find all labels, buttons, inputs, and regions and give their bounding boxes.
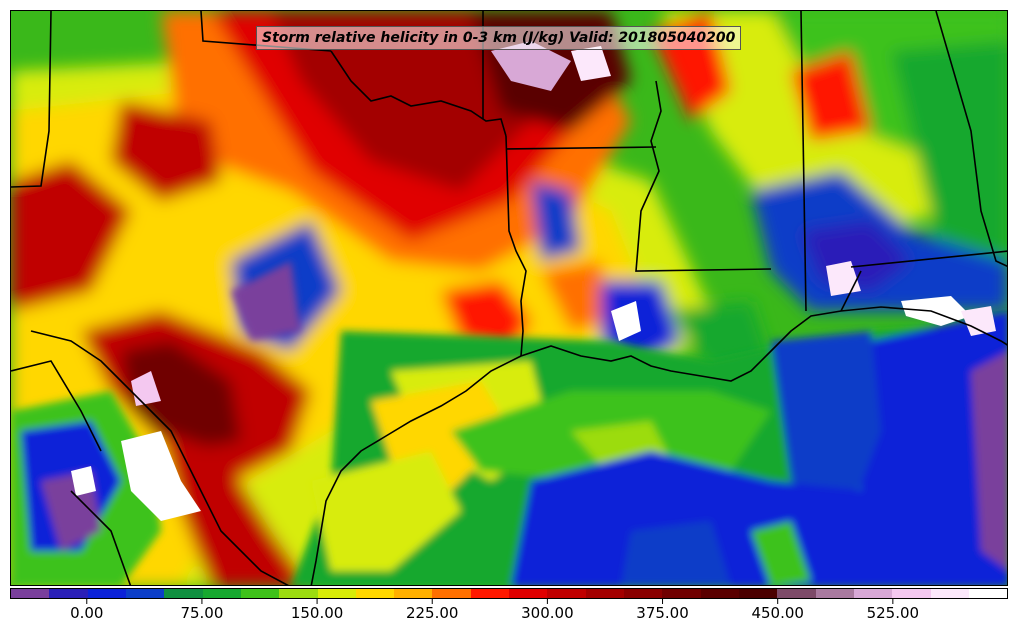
- colorbar-tick-label: 375.00: [636, 604, 689, 622]
- state-border-fl-al: [850, 250, 1007, 268]
- colorbar-swatch: [202, 589, 241, 598]
- colorbar-labels: 0.00 75.00 150.00 225.00 300.00 375.00 450.00 5…: [0, 604, 1018, 626]
- state-border-al-ga: [935, 11, 1007, 267]
- colorbar-swatch: [470, 589, 510, 598]
- map-title: Storm relative helicity in 0-3 km (J/kg)…: [256, 26, 742, 50]
- state-border-ms-al: [800, 11, 807, 312]
- colorbar-swatch: [662, 589, 701, 598]
- state-border-ar-la: [505, 146, 657, 150]
- colorbar-swatch: [49, 589, 88, 598]
- state-border-ms-river: [635, 80, 772, 272]
- mexico-states: [11, 360, 132, 585]
- texas-coastline: [310, 355, 522, 585]
- colorbar-swatch: [432, 589, 471, 598]
- colorbar-swatch: [547, 589, 586, 598]
- colorbar-swatch: [394, 589, 433, 598]
- shaded-field: [11, 11, 1007, 585]
- colorbar-swatch: [355, 589, 395, 598]
- colorbar-swatch: [240, 589, 280, 598]
- colorbar-swatch: [700, 589, 739, 598]
- colorbar-swatch: [738, 589, 778, 598]
- colorbar-swatch: [164, 589, 203, 598]
- colorbar-swatch: [279, 589, 318, 598]
- colorbar-swatch: [317, 589, 356, 598]
- colorbar-swatch: [11, 589, 50, 598]
- colorbar-tick-label: 525.00: [866, 604, 920, 622]
- colorbar-tick-label: 0.00: [70, 604, 104, 622]
- colorbar-tick-label: 75.00: [180, 604, 224, 622]
- colorbar-swatch: [585, 589, 624, 598]
- colorbar-swatch: [930, 589, 969, 598]
- colorbar-swatch: [509, 589, 548, 598]
- colorbar-swatch: [815, 589, 854, 598]
- map-panel: Storm relative helicity in 0-3 km (J/kg)…: [10, 10, 1008, 586]
- colorbar-swatch: [125, 589, 165, 598]
- state-border-red-river: [330, 50, 507, 137]
- colorbar-swatch: [968, 589, 1008, 598]
- colorbar-tick-label: 300.00: [521, 604, 574, 622]
- colorbar-swatch: [853, 589, 893, 598]
- state-border-fl: [840, 270, 862, 312]
- colorbar-ticks: [86, 599, 894, 604]
- helicity-map: [11, 11, 1007, 585]
- colorbar-tick-label: 225.00: [405, 604, 459, 622]
- colorbar-swatch: [87, 589, 126, 598]
- colorbar-swatch: [892, 589, 931, 598]
- colorbar-swatch: [777, 589, 816, 598]
- rio-grande-border: [30, 330, 289, 585]
- state-border-tx-la: [505, 135, 527, 357]
- colorbar-tick-label: 450.00: [751, 604, 804, 622]
- colorbar-swatch: [624, 589, 663, 598]
- coastline: [520, 306, 1007, 382]
- colorbar: [10, 588, 1008, 599]
- state-border-nm-tx: [11, 11, 52, 188]
- map-boundaries: [11, 11, 1007, 585]
- colorbar-tick-label: 150.00: [290, 604, 344, 622]
